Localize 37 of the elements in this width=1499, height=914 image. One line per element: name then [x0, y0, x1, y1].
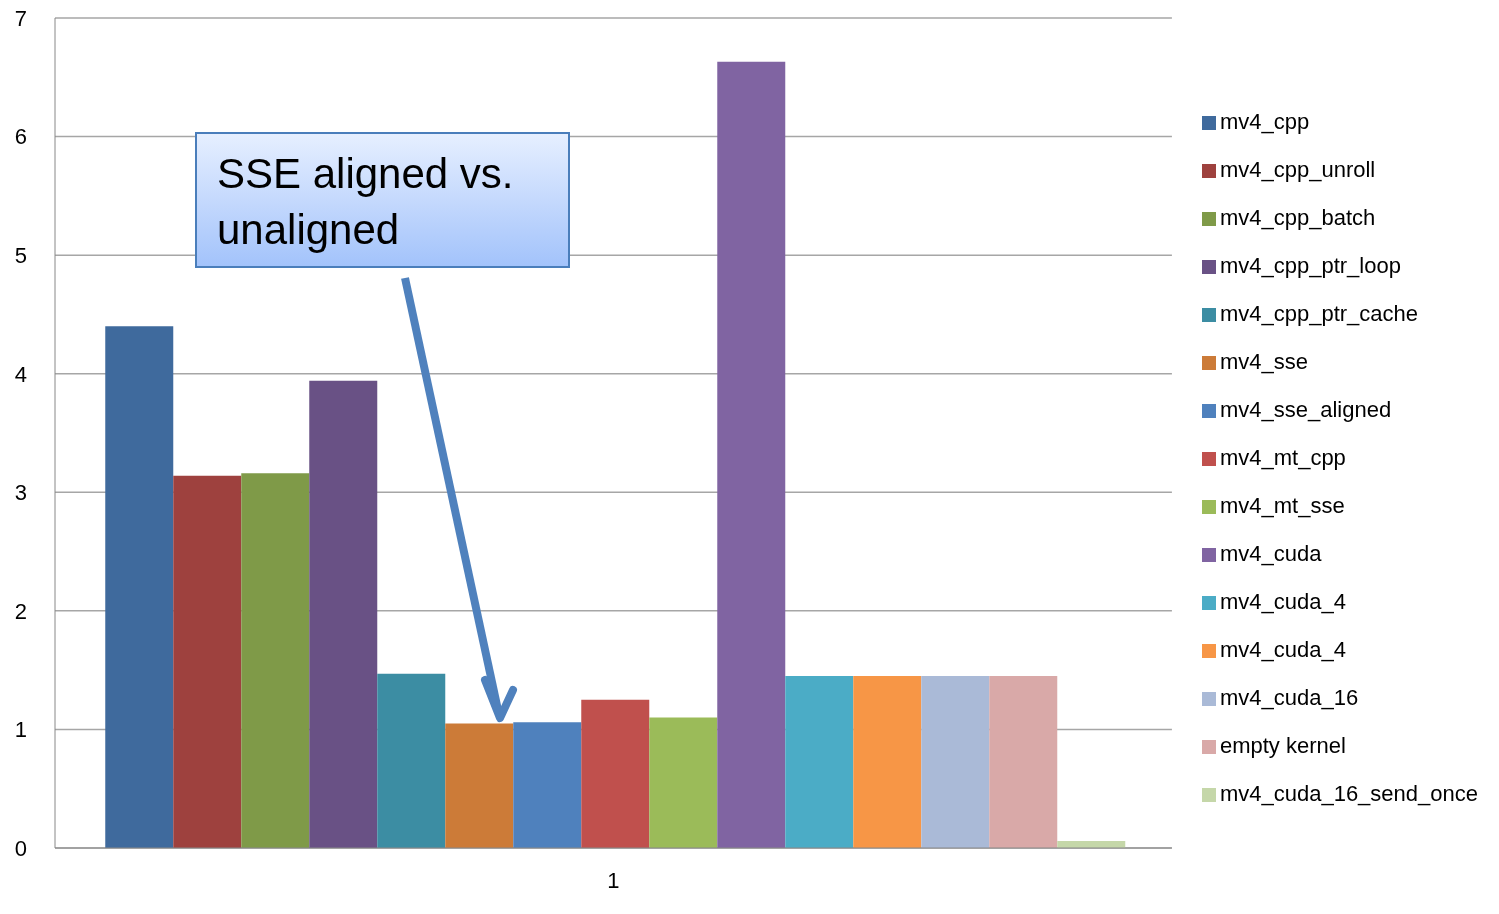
bar	[445, 723, 514, 848]
legend-label: mv4_cpp_ptr_loop	[1219, 253, 1401, 278]
legend-label: mv4_cuda_4	[1219, 589, 1346, 614]
legend-label: mv4_sse	[1219, 349, 1308, 374]
bar	[173, 475, 242, 848]
bar	[649, 717, 718, 848]
bar	[921, 676, 990, 848]
y-tick-label: 0	[14, 835, 27, 861]
legend-label: mv4_cpp_ptr_cache	[1219, 301, 1419, 326]
y-tick-label: 4	[14, 361, 27, 387]
bar	[853, 676, 922, 848]
legend-label: mv4_cpp_batch	[1219, 205, 1376, 230]
bar	[581, 699, 650, 848]
y-tick-label: 7	[14, 5, 27, 31]
bar	[241, 473, 310, 848]
legend-label: empty kernel	[1219, 733, 1346, 758]
y-tick-label: 2	[14, 598, 27, 624]
legend-label: mv4_cpp	[1219, 109, 1310, 134]
bar	[717, 61, 786, 848]
y-tick-label: 5	[14, 242, 27, 268]
y-tick-label: 1	[14, 717, 27, 743]
y-tick-label: 6	[14, 124, 27, 150]
bar	[513, 722, 582, 848]
legend-label: mv4_mt_sse	[1219, 493, 1345, 518]
legend-label: mv4_cuda_4	[1219, 637, 1346, 662]
bar	[309, 380, 378, 848]
legend-label: mv4_cuda_16	[1219, 685, 1359, 710]
callout-box: SSE aligned vs. unaligned	[195, 132, 570, 268]
legend-label: mv4_sse_aligned	[1219, 397, 1392, 422]
legend-label: mv4_cuda_16_send_once	[1219, 781, 1478, 806]
bar	[785, 676, 854, 848]
bar	[105, 326, 174, 848]
legend-label: mv4_cpp_unroll	[1219, 157, 1376, 182]
y-tick-label: 3	[14, 480, 27, 506]
legend-label: mv4_mt_cpp	[1219, 445, 1346, 470]
legend-label: mv4_cuda	[1219, 541, 1322, 566]
bar	[989, 676, 1058, 848]
